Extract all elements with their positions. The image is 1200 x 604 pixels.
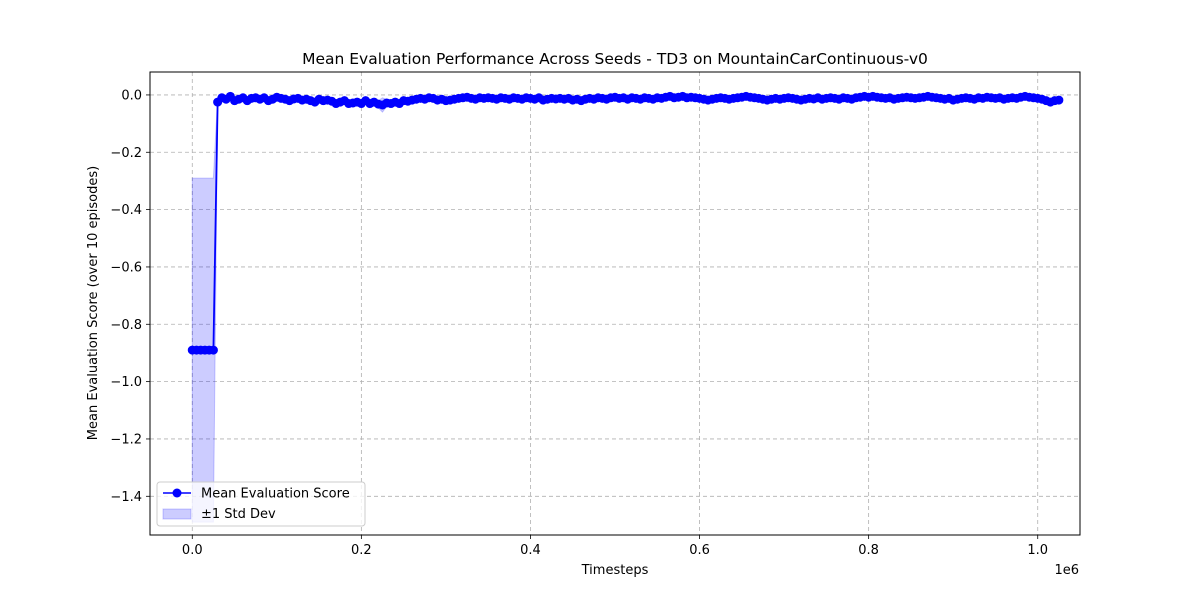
legend-label-mean: Mean Evaluation Score <box>201 487 350 502</box>
grid-layer <box>150 72 1080 535</box>
y-tick-label: −1.0 <box>110 375 142 390</box>
y-tick-label: −0.6 <box>110 260 142 275</box>
legend-band-swatch <box>162 508 192 520</box>
y-tick-label: −0.8 <box>110 318 142 333</box>
legend-frame <box>156 481 366 527</box>
y-tick-label: −1.2 <box>110 432 142 447</box>
y-tick-layer: 0.0 −0.2 −0.4 −0.6 −0.8 −1.0 −1.2 −1.4 <box>110 88 150 505</box>
plot-frame <box>149 71 1081 536</box>
mean-score-line <box>192 95 1059 351</box>
legend: Mean Evaluation Score ±1 Std Dev <box>156 481 366 527</box>
y-tick-label: −0.2 <box>110 146 142 161</box>
mean-score-point <box>208 345 218 355</box>
x-tick-label: 0.6 <box>689 543 710 558</box>
x-tick-label: 0.4 <box>520 543 541 558</box>
x-tick-label: 0.8 <box>858 543 879 558</box>
std-band-layer <box>191 92 1060 523</box>
marker-layer <box>187 91 1064 355</box>
x-axis-label: Timesteps <box>581 563 649 578</box>
legend-label-band: ±1 Std Dev <box>201 507 276 522</box>
mean-score-point <box>1054 95 1064 105</box>
x-offset-text: 1e6 <box>1054 563 1079 578</box>
x-tick-label: 1.0 <box>1027 543 1048 558</box>
y-tick-label: −0.4 <box>110 203 142 218</box>
x-tick-label: 0.2 <box>351 543 372 558</box>
y-tick-label: 0.0 <box>121 88 142 103</box>
x-tick-layer: 0.0 0.2 0.4 0.6 0.8 1.0 <box>182 535 1048 558</box>
y-axis-label: Mean Evaluation Score (over 10 episodes) <box>86 166 101 440</box>
std-dev-band <box>191 92 1060 523</box>
y-tick-label: −1.4 <box>110 490 142 505</box>
x-tick-label: 0.0 <box>182 543 203 558</box>
legend-marker-swatch <box>172 488 182 498</box>
mean-line-layer <box>192 95 1059 351</box>
chart-title: Mean Evaluation Performance Across Seeds… <box>302 50 928 68</box>
